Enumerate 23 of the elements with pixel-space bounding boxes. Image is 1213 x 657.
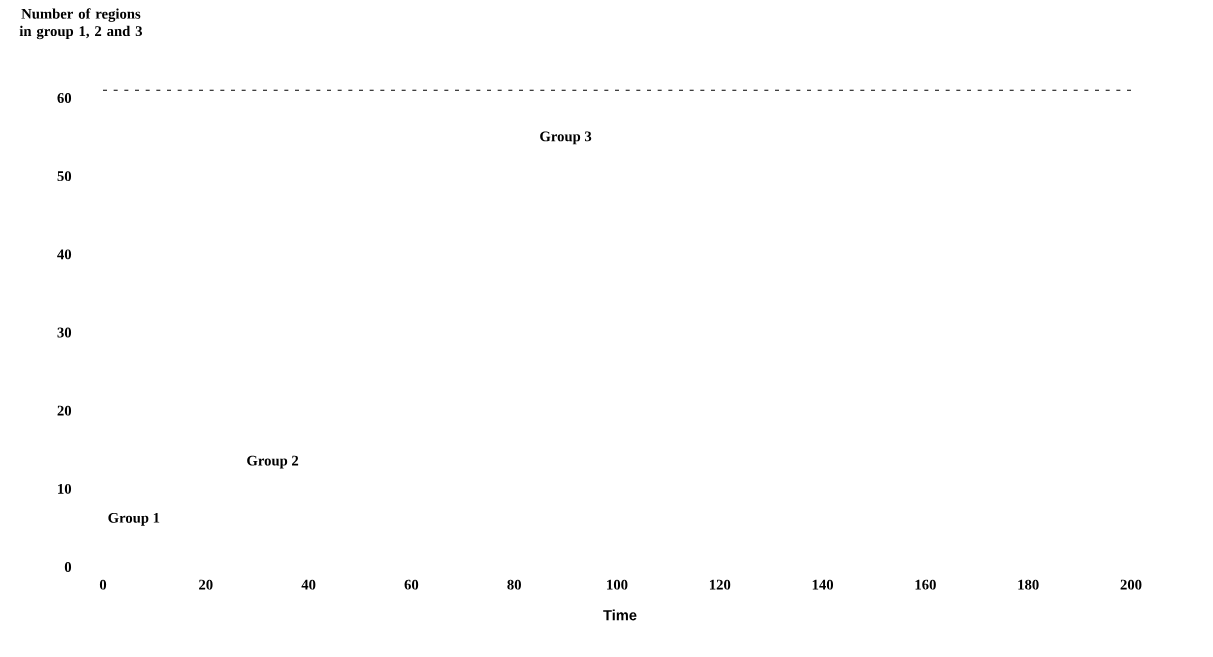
x-tick-label: 20 — [199, 579, 213, 590]
x-tick-label: 80 — [507, 579, 521, 590]
x-tick-label: 120 — [709, 579, 731, 590]
x-tick-label: 200 — [1120, 579, 1142, 590]
annotation: Group 2 — [247, 455, 299, 469]
x-tick-label: 160 — [915, 579, 936, 590]
x-tick-label: 140 — [812, 579, 834, 590]
x-axis-title: Time — [603, 609, 637, 621]
annotation: Group 3 — [540, 131, 592, 145]
x-tick-label: 180 — [1018, 579, 1039, 590]
y-axis-title: Number of regions in group 1, 2 and 3 — [19, 8, 143, 40]
y-tick-label: 20 — [57, 405, 72, 416]
annotation: Group 1 — [108, 512, 160, 526]
x-tick-label: 100 — [607, 579, 628, 590]
x-tick-label: 60 — [404, 579, 419, 590]
y-tick-label: 30 — [57, 327, 72, 338]
y-tick-label: 10 — [58, 483, 72, 494]
y-tick-label: 40 — [57, 249, 72, 260]
y-tick-label: 60 — [57, 93, 72, 103]
x-tick-label: 0 — [99, 579, 107, 590]
x-tick-label: 40 — [301, 579, 316, 590]
y-tick-label: 0 — [64, 562, 72, 572]
y-tick-label: 50 — [57, 171, 72, 182]
